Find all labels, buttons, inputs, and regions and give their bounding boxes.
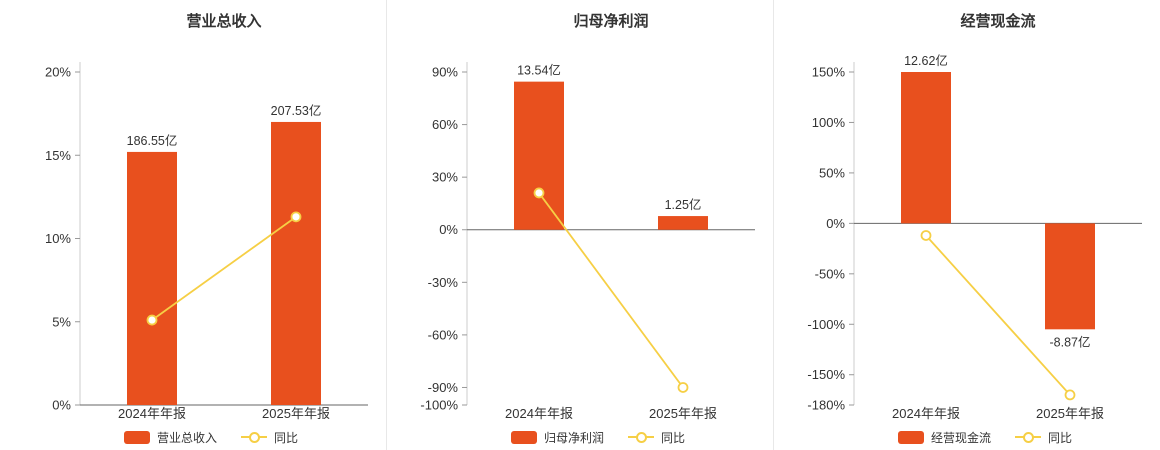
line-series-label: 同比 (661, 430, 686, 445)
bar-series-swatch (123, 430, 150, 444)
bar-series-label: 营业总收入 (156, 430, 217, 445)
y-tick-label: 0% (52, 398, 71, 413)
net-profit-chart: 90% 60% 30% 0% -30% -60% -90% -100% 2024年年报 2025年… (420, 62, 755, 421)
bar (271, 121, 321, 405)
yoy-point (533, 187, 545, 199)
x-axis-label: 2025年年报 (1036, 406, 1104, 421)
y-tick-label: 15% (45, 148, 71, 163)
legend-net-profit: 归母净利润 同比 (387, 424, 773, 450)
line-series-label: 同比 (274, 430, 299, 445)
y-tick-label: -50% (815, 266, 846, 281)
yoy-line (151, 216, 297, 321)
legend-dot-glyph (636, 432, 647, 443)
x-axis-label: 2025年年报 (262, 406, 330, 421)
yoy-line (538, 192, 684, 389)
panel-net-profit: 归母净利润 90% 60% 30% 0% -30% -60% -90% -100% 2024年年… (386, 0, 773, 450)
chart-title-operating-cashflow: 经营现金流 (960, 13, 1036, 30)
y-tick-label: -150% (807, 367, 845, 382)
y-tick-label: 50% (819, 165, 845, 180)
line-series-marker (628, 432, 654, 443)
bar-value-label: 207.53亿 (271, 103, 322, 118)
line-series-label: 同比 (1048, 430, 1073, 445)
y-tick-label: -180% (807, 398, 845, 413)
y-tick-label: -90% (428, 380, 459, 395)
y-tick-label: -100% (807, 317, 845, 332)
bar-value-label: 186.55亿 (127, 133, 178, 148)
y-tick-label: 20% (45, 65, 71, 80)
y-tick-label: 150% (812, 65, 846, 80)
bar (514, 81, 564, 230)
yoy-point (290, 211, 302, 223)
x-axis-label: 2024年年报 (505, 406, 573, 421)
yoy-point (146, 314, 158, 326)
legend-dot-glyph (1023, 432, 1034, 443)
bar (127, 151, 177, 405)
legend-operating-cashflow: 经营现金流 同比 (774, 424, 1160, 450)
bar-series-label: 归母净利润 (543, 430, 604, 445)
bar-series-label: 经营现金流 (930, 430, 991, 445)
y-tick-label: 60% (432, 117, 458, 132)
bar (1045, 223, 1095, 330)
yoy-point (1064, 389, 1076, 401)
legend-total-revenue: 营业总收入 同比 (0, 424, 386, 450)
y-tick-label: 5% (52, 314, 71, 329)
y-tick-label: 30% (432, 170, 458, 185)
yoy-point (677, 382, 689, 393)
bar-series-swatch (897, 430, 924, 444)
y-tick-label: 90% (432, 65, 458, 80)
x-axis-label: 2025年年报 (649, 406, 717, 421)
y-tick-label: 100% (812, 115, 846, 130)
y-tick-label: -100% (420, 398, 458, 413)
y-tick-label: -30% (428, 275, 459, 290)
bar-series-swatch (510, 430, 537, 444)
y-tick-label: -60% (428, 327, 459, 342)
panel-operating-cashflow: 经营现金流 150% 100% 50% 0% -50% -100% -150% -180% 20… (773, 0, 1160, 450)
chart-title-total-revenue: 营业总收入 (186, 13, 262, 30)
yoy-point (920, 230, 932, 241)
operating-cashflow-chart: 150% 100% 50% 0% -50% -100% -150% -180% 2024年年报 2… (807, 53, 1142, 421)
bar-value-label: 13.54亿 (517, 63, 561, 78)
legend-dot-glyph (249, 432, 260, 443)
y-tick-label: 0% (826, 216, 845, 231)
total-revenue-chart: 20% 15% 10% 5% 0% 2024年年报 2025年年报 186.55亿 207.53… (45, 62, 368, 421)
bar (901, 72, 951, 224)
bar-value-label: 1.25亿 (665, 197, 702, 212)
bar-value-label: 12.62亿 (904, 53, 948, 68)
bar-value-label: -8.87亿 (1050, 334, 1091, 349)
line-series-marker (241, 432, 267, 443)
y-tick-label: 10% (45, 231, 71, 246)
x-axis-label: 2024年年报 (118, 406, 186, 421)
line-series-marker (1015, 432, 1041, 443)
chart-title-net-profit: 归母净利润 (573, 13, 649, 30)
x-axis-label: 2024年年报 (892, 406, 960, 421)
bar (658, 216, 708, 230)
yoy-line (925, 234, 1071, 396)
y-tick-label: 0% (439, 222, 458, 237)
panel-total-revenue: 营业总收入 20% 15% 10% 5% 0% 2024年年报 2025年年报 186.55亿… (0, 0, 386, 450)
